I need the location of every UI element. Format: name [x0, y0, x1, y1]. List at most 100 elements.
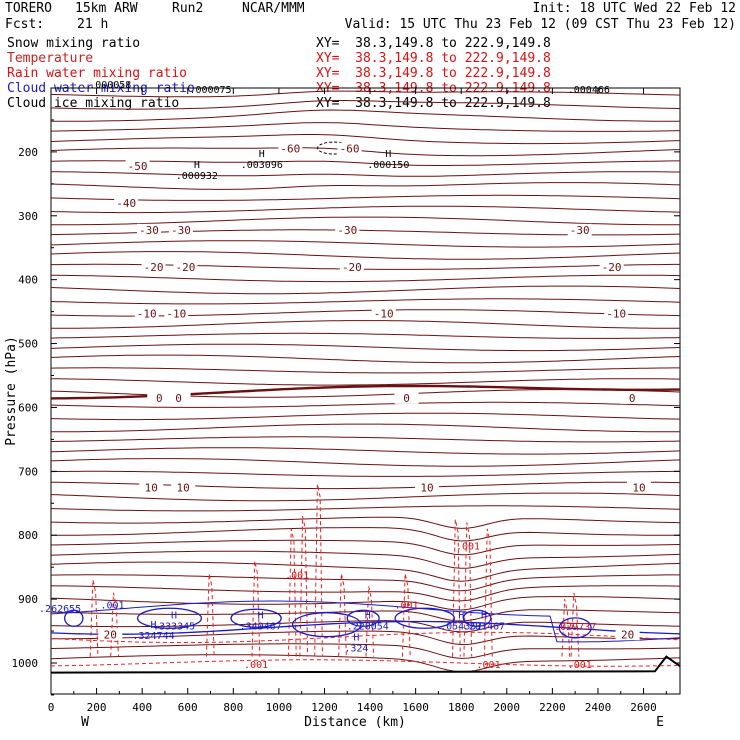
x-tick-label: 400: [132, 701, 152, 714]
isotherm-label: -40: [116, 197, 136, 210]
maximum-marker: H: [365, 610, 371, 621]
maximum-value: .000150: [367, 160, 409, 171]
isotherm-line: [51, 299, 680, 304]
x-tick-label: 200: [87, 701, 107, 714]
rain-contour: [206, 574, 214, 657]
maximum-marker: H: [353, 633, 359, 644]
maximum-value: .281467: [463, 621, 505, 632]
y-tick-label: 700: [18, 465, 38, 478]
isotherm-line: [51, 459, 680, 467]
isotherm-line: [51, 195, 680, 200]
isotherm-line: [51, 206, 680, 212]
x-tick-label: 1000: [266, 701, 293, 714]
maximum-value: .000932: [176, 171, 218, 182]
maximum-marker: H: [385, 149, 391, 160]
isotherm-line: [51, 437, 680, 442]
contour-annotation: .001: [477, 660, 501, 671]
isotherm-line: [51, 597, 680, 610]
rain-contour: [315, 484, 323, 656]
y-tick-label: 500: [18, 338, 38, 351]
isotherm-line: [51, 241, 680, 247]
maximum-value: .003096: [241, 160, 283, 171]
contour-annotation: .001: [285, 571, 309, 582]
maximum-value: .340467: [240, 621, 282, 632]
isotherm-line: [51, 135, 680, 144]
isotherm-label: -30: [337, 224, 357, 237]
isotherm-line: [51, 517, 680, 528]
x-tick-label: 2200: [539, 701, 566, 714]
y-axis-title: Pressure (hPa): [4, 336, 19, 446]
isotherm-line: [51, 562, 680, 581]
isotherm-line: [51, 506, 680, 511]
x-tick-label: 600: [178, 701, 198, 714]
x-tick-label: 1400: [357, 701, 384, 714]
isotherm-label: 10: [177, 481, 190, 494]
isotherm-label: 0: [156, 392, 163, 405]
x-tick-label: 2600: [630, 701, 657, 714]
isotherm-label: -10: [166, 308, 186, 321]
isotherm-label: 10: [420, 481, 433, 494]
y-tick-label: 1000: [12, 657, 39, 670]
maximum-marker: H: [258, 610, 264, 621]
y-tick-label: 800: [18, 529, 38, 542]
isotherm-line: [51, 379, 680, 385]
contour-annotation: .000075: [189, 85, 231, 96]
rain-contour: [402, 574, 410, 657]
x-tick-label: 1800: [448, 701, 475, 714]
maximum-value: .228054: [347, 621, 389, 632]
isotherm-label: 10: [145, 481, 158, 494]
maximum-marker: H: [171, 610, 177, 621]
contour-annotation: .001: [456, 541, 480, 552]
isotherm-label: -10: [137, 308, 157, 321]
rain-contour: [90, 580, 98, 657]
maximum-marker: H: [481, 610, 487, 621]
isotherm-line: [51, 551, 680, 568]
isotherm-label: 0: [175, 392, 182, 405]
isotherm-label: -20: [342, 261, 362, 274]
maximum-marker: H: [458, 610, 464, 621]
isotherm-line: [51, 252, 680, 260]
isotherm-line: [51, 424, 680, 432]
contour-annotation: .001: [394, 601, 418, 612]
contour-annotation: .029737: [554, 622, 596, 633]
x-tick-label: 1200: [311, 701, 338, 714]
isotherm-line: [51, 183, 680, 190]
isotherm-line: [51, 528, 680, 541]
contour-annotation: .001: [100, 601, 124, 612]
isotherm-line: [51, 448, 680, 454]
freezing-level-line: [51, 386, 680, 399]
contour-annotation: .000058: [89, 80, 131, 91]
isotherm-line: [51, 413, 680, 419]
maximum-marker: H: [259, 149, 265, 160]
rain-contour: [300, 516, 308, 657]
isotherm-line: [51, 402, 680, 407]
isotherm-line: [51, 333, 680, 338]
x-tick-label: 1600: [402, 701, 429, 714]
y-tick-label: 200: [18, 146, 38, 159]
isotherm-label: -50: [128, 160, 148, 173]
cross-section-chart: -60 -60-50-40-30 -30 -30 -30-20 -20 -20 -20-10-…: [0, 0, 740, 740]
x-axis-title: Distance (km): [304, 715, 406, 730]
isotherm-label: 10: [632, 481, 645, 494]
x-tick-label: 2400: [585, 701, 612, 714]
y-tick-label: 300: [18, 210, 38, 223]
isotherm-label: 20: [104, 628, 117, 641]
isotherm-label: -20: [602, 261, 622, 274]
maximum-marker: H: [194, 160, 200, 171]
rain-contour: [484, 529, 492, 657]
y-tick-label: 900: [18, 593, 38, 606]
isotherm-line: [51, 110, 680, 121]
isotherm-line: [51, 368, 680, 373]
contour-annotation: .001: [568, 660, 592, 671]
isotherm-line: [51, 355, 680, 363]
west-end-label: W: [81, 715, 89, 730]
isotherm-label: 20: [621, 628, 634, 641]
isotherm-label: -30: [139, 224, 159, 237]
isotherm-label: -30: [171, 224, 191, 237]
contour-annotation: .000466: [568, 85, 610, 96]
x-tick-label: 2000: [494, 701, 521, 714]
east-end-label: E: [656, 715, 664, 730]
isotherm-label: -20: [176, 261, 196, 274]
isotherm-line: [51, 123, 680, 132]
isotherm-line: [51, 344, 680, 350]
